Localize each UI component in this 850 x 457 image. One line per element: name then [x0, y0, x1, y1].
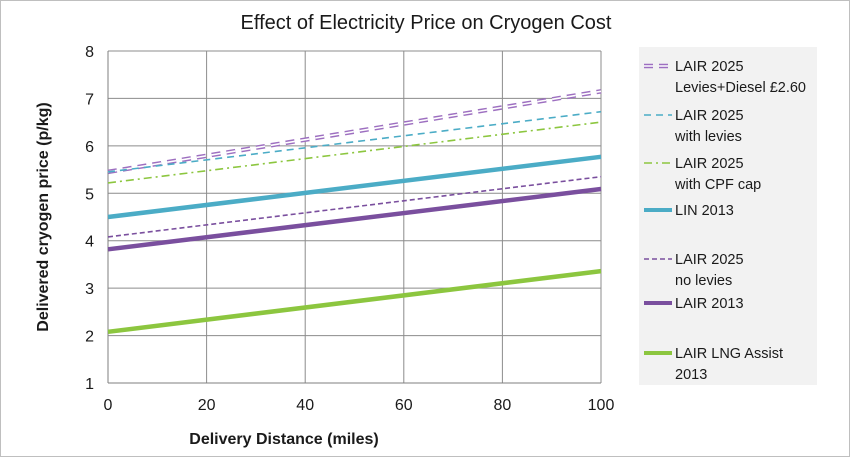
- x-tick-label: 20: [198, 397, 216, 414]
- chart-title: Effect of Electricity Price on Cryogen C…: [241, 12, 612, 34]
- x-axis-label: Delivery Distance (miles): [189, 431, 378, 448]
- legend-label: LAIR 2025: [675, 156, 744, 172]
- series-line-6: [107, 268, 602, 335]
- y-tick-label: 1: [85, 376, 94, 393]
- y-tick-label: 2: [85, 329, 94, 346]
- legend: [639, 47, 817, 385]
- series-line-4: [107, 175, 602, 238]
- legend-label: with CPF cap: [674, 177, 761, 193]
- y-axis-label: Delivered cryogen price (p/kg): [35, 102, 52, 331]
- series-line-0-inner: [107, 90, 602, 173]
- legend-label: LAIR 2013: [675, 296, 744, 312]
- legend-label: LAIR 2025: [675, 252, 744, 268]
- series-line-5: [107, 186, 602, 252]
- legend-label: LAIR 2025: [675, 108, 744, 124]
- y-tick-label: 7: [85, 91, 94, 108]
- y-tick-label: 3: [85, 281, 94, 298]
- legend-label: Levies+Diesel £2.60: [675, 80, 806, 96]
- series-lines: [107, 89, 602, 335]
- legend-label: LAIR 2025: [675, 59, 744, 75]
- y-tick-label: 4: [85, 234, 94, 251]
- x-tick-label: 0: [104, 397, 113, 414]
- legend-label: LAIR LNG Assist: [675, 346, 783, 362]
- legend-label: LIN 2013: [675, 203, 734, 219]
- legend-label: with levies: [674, 129, 742, 145]
- x-tick-label: 100: [588, 397, 615, 414]
- grid: [108, 50, 602, 383]
- series-line-3: [107, 154, 602, 220]
- x-tick-label: 80: [494, 397, 512, 414]
- y-tick-label: 6: [85, 139, 94, 156]
- legend-label: 2013: [675, 367, 707, 383]
- x-tick-label: 60: [395, 397, 413, 414]
- y-tick-label: 5: [85, 186, 94, 203]
- series-line-1: [107, 110, 602, 173]
- legend-label: no levies: [675, 273, 732, 289]
- x-tick-label: 40: [296, 397, 314, 414]
- legend-entries: LAIR 2025 Levies+Diesel £2.60 LAIR 2025 wit…: [644, 59, 806, 383]
- y-tick-label: 8: [85, 44, 94, 61]
